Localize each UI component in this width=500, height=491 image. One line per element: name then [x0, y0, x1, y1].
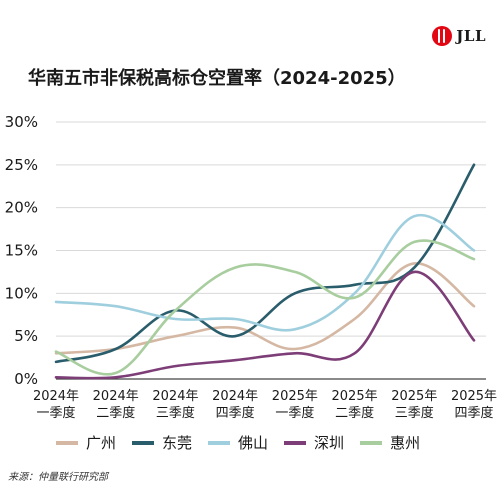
legend-swatch — [284, 440, 307, 445]
jll-logo: JLL — [432, 26, 486, 46]
legend-swatch — [208, 440, 231, 445]
logo-text: JLL — [456, 27, 486, 45]
series-line-0 — [54, 262, 476, 355]
legend-item: 东莞 — [132, 432, 192, 453]
y-tick-label: 10% — [5, 284, 38, 302]
legend-label: 东莞 — [162, 434, 193, 452]
legend-item: 佛山 — [208, 432, 268, 453]
series-line-2 — [54, 213, 476, 332]
y-tick-label: 0% — [14, 370, 38, 388]
legend-label: 惠州 — [390, 434, 421, 452]
chart-legend: 广州 东莞 佛山 深圳 惠州 — [56, 432, 420, 453]
series-line-3 — [54, 270, 476, 380]
x-tick-label: 三季度 — [395, 405, 434, 421]
legend-item: 深圳 — [284, 432, 344, 453]
y-tick-label: 25% — [5, 156, 38, 174]
legend-label: 广州 — [86, 434, 117, 452]
legend-swatch — [360, 440, 383, 445]
series-line-1 — [54, 163, 476, 364]
x-tick-label: 四季度 — [216, 405, 255, 421]
legend-item: 惠州 — [360, 432, 420, 453]
chart-title: 华南五市非保税高标仓空置率（2024-2025） — [28, 68, 406, 89]
y-tick-label: 20% — [5, 199, 38, 217]
y-tick-label: 5% — [14, 327, 38, 345]
x-tick-label: 2025年 — [391, 389, 437, 404]
source-note: 来源：仲量联行研究部 — [8, 472, 108, 483]
x-tick-label: 四季度 — [454, 405, 493, 421]
x-tick-label: 一季度 — [36, 405, 75, 421]
x-tick-label: 三季度 — [156, 405, 195, 421]
y-tick-label: 30% — [5, 113, 38, 131]
legend-item: 广州 — [56, 432, 116, 453]
series-line-4 — [54, 239, 476, 376]
x-tick-label: 2024年 — [212, 389, 258, 404]
x-tick-label: 2025年 — [451, 389, 497, 404]
legend-swatch — [132, 440, 155, 445]
x-tick-label: 二季度 — [335, 405, 374, 421]
x-tick-label: 2024年 — [33, 389, 79, 404]
x-tick-label: 2024年 — [152, 389, 198, 404]
x-tick-label: 一季度 — [275, 405, 314, 421]
x-tick-label: 2025年 — [332, 389, 378, 404]
legend-swatch — [56, 440, 78, 445]
x-tick-label: 二季度 — [96, 405, 135, 421]
legend-label: 佛山 — [238, 434, 269, 452]
jll-logo-icon — [432, 26, 453, 46]
y-tick-label: 15% — [5, 242, 38, 260]
x-tick-label: 2025年 — [272, 389, 318, 404]
legend-label: 深圳 — [314, 434, 345, 452]
x-tick-label: 2024年 — [93, 389, 139, 404]
